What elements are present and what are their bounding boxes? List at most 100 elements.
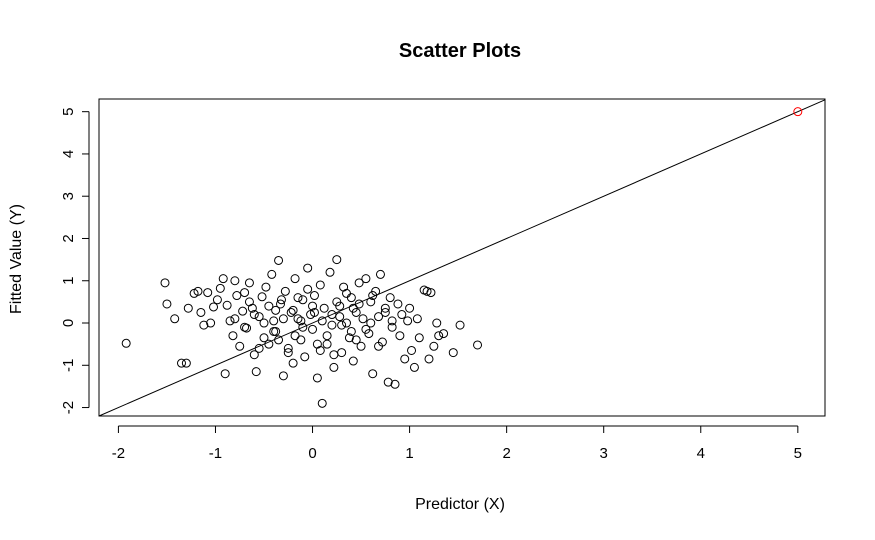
- data-point: [337, 320, 347, 330]
- data-point: [293, 314, 303, 324]
- data-point: [383, 377, 393, 387]
- data-point: [319, 303, 329, 313]
- data-point: [448, 348, 458, 358]
- data-point: [325, 267, 335, 277]
- data-point: [375, 269, 385, 279]
- data-point: [235, 341, 245, 351]
- x-tick-label: 0: [308, 445, 316, 462]
- data-point: [366, 318, 376, 328]
- x-tick-label: 5: [794, 445, 802, 462]
- data-point: [426, 288, 436, 298]
- data-point: [218, 274, 228, 284]
- data-point: [312, 373, 322, 383]
- data-point: [329, 350, 339, 360]
- data-point: [380, 303, 390, 313]
- data-point: [354, 278, 364, 288]
- data-point: [254, 312, 264, 322]
- data-point: [342, 318, 351, 328]
- data-point: [368, 291, 378, 301]
- data-point: [290, 274, 300, 284]
- data-point: [366, 297, 376, 307]
- data-point: [209, 302, 219, 312]
- data-point: [322, 331, 332, 341]
- data-point: [348, 356, 358, 366]
- points-layer: [121, 107, 803, 408]
- data-point: [276, 295, 286, 305]
- y-tick-label: 5: [60, 108, 77, 116]
- data-point: [230, 314, 240, 324]
- data-point: [327, 320, 337, 330]
- data-point: [387, 316, 397, 326]
- data-point: [309, 307, 319, 317]
- data-point: [220, 369, 230, 379]
- y-tick-label: 3: [60, 192, 77, 200]
- data-point: [403, 316, 413, 326]
- data-point: [228, 331, 238, 341]
- data-point: [315, 280, 325, 290]
- data-point: [283, 348, 293, 358]
- y-axis: -2 -1 0 1 2 3 4 5: [60, 108, 90, 414]
- data-point: [315, 345, 325, 355]
- data-point: [309, 291, 319, 301]
- data-point: [385, 293, 395, 303]
- data-point: [354, 299, 364, 309]
- data-point: [342, 288, 351, 298]
- data-point: [267, 269, 277, 279]
- data-point: [199, 320, 209, 330]
- data-point: [296, 335, 306, 345]
- data-point: [259, 318, 269, 328]
- y-tick-label: 4: [60, 150, 77, 158]
- data-point: [177, 358, 186, 368]
- data-point: [317, 398, 327, 408]
- data-point: [196, 307, 206, 317]
- data-point: [283, 343, 293, 353]
- data-point: [271, 305, 281, 315]
- data-point: [308, 324, 318, 334]
- y-axis-label: Fitted Value (Y): [8, 204, 25, 314]
- data-point: [298, 295, 308, 305]
- data-point: [230, 276, 240, 286]
- data-point: [361, 324, 371, 334]
- data-point: [259, 333, 269, 343]
- data-point: [288, 358, 298, 368]
- data-point: [298, 322, 308, 332]
- data-point: [380, 307, 390, 317]
- data-point: [351, 335, 361, 345]
- x-tick-label: 1: [405, 445, 413, 462]
- data-point: [278, 371, 288, 381]
- data-point: [162, 299, 172, 309]
- data-point: [238, 306, 248, 316]
- data-point: [274, 255, 284, 265]
- data-point: [274, 335, 284, 345]
- data-point: [261, 282, 271, 292]
- data-point: [439, 329, 449, 339]
- data-point: [290, 331, 300, 341]
- data-point: [424, 354, 434, 364]
- data-point: [296, 316, 306, 326]
- data-point: [348, 303, 358, 313]
- data-point: [251, 367, 261, 377]
- data-point: [337, 348, 347, 358]
- data-point: [407, 345, 417, 355]
- data-point: [361, 274, 371, 284]
- plot-frame: [98, 98, 826, 417]
- data-point: [257, 292, 267, 302]
- x-tick-label: -2: [112, 445, 125, 462]
- data-point: [269, 316, 279, 326]
- reference-line-layer: [98, 99, 826, 417]
- data-point: [249, 310, 259, 320]
- x-axis: -2 -1 0 1 2 3 4 5: [112, 425, 802, 462]
- data-point: [183, 303, 193, 313]
- data-point: [455, 320, 465, 330]
- data-point: [293, 293, 303, 303]
- data-point: [193, 286, 203, 296]
- data-point: [244, 297, 254, 307]
- data-point: [387, 322, 397, 332]
- data-point: [244, 278, 254, 288]
- data-point: [121, 338, 131, 348]
- data-point: [240, 322, 250, 332]
- data-point: [368, 369, 378, 379]
- data-point: [232, 291, 242, 301]
